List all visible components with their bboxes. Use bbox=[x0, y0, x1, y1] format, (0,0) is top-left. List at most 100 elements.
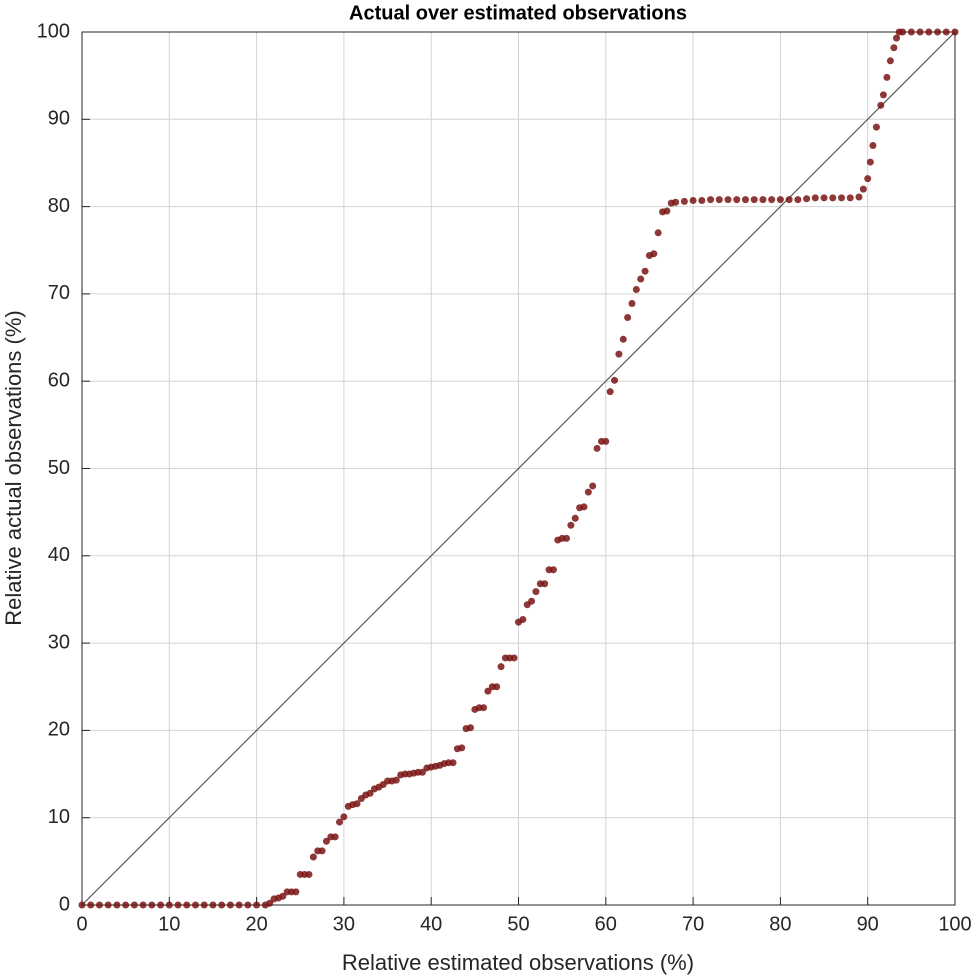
point bbox=[541, 580, 549, 588]
point bbox=[292, 888, 300, 896]
point bbox=[78, 901, 86, 909]
point bbox=[925, 28, 933, 36]
point bbox=[899, 28, 907, 36]
point bbox=[200, 901, 208, 909]
point bbox=[480, 704, 488, 712]
point bbox=[148, 901, 156, 909]
x-tick-label: 40 bbox=[420, 913, 442, 935]
y-tick-label: 20 bbox=[48, 719, 70, 741]
point bbox=[893, 34, 901, 42]
point bbox=[318, 847, 326, 855]
reference-line bbox=[81, 31, 956, 906]
y-axis-label: Relative actual observations (%) bbox=[1, 310, 26, 625]
x-tick-label: 60 bbox=[595, 913, 617, 935]
y-tick-label: 30 bbox=[48, 631, 70, 653]
point bbox=[309, 853, 317, 861]
point bbox=[253, 901, 261, 909]
point bbox=[628, 300, 636, 308]
point bbox=[497, 663, 505, 671]
point bbox=[650, 250, 658, 258]
point bbox=[886, 57, 894, 65]
point bbox=[165, 901, 173, 909]
point bbox=[811, 194, 819, 202]
point bbox=[803, 195, 811, 203]
point bbox=[510, 654, 518, 662]
point bbox=[493, 683, 501, 691]
y-tick-label: 0 bbox=[59, 893, 70, 915]
point bbox=[883, 73, 891, 81]
point bbox=[353, 800, 361, 808]
point bbox=[584, 488, 592, 496]
point bbox=[934, 28, 942, 36]
point bbox=[366, 789, 374, 797]
point bbox=[750, 196, 758, 204]
x-tick-label: 30 bbox=[333, 913, 355, 935]
point bbox=[724, 196, 732, 204]
point bbox=[484, 687, 492, 695]
point bbox=[266, 899, 274, 907]
point bbox=[567, 521, 575, 529]
point bbox=[820, 194, 828, 202]
point bbox=[218, 901, 226, 909]
point bbox=[122, 901, 130, 909]
point bbox=[139, 901, 147, 909]
point bbox=[776, 196, 784, 204]
point bbox=[571, 514, 579, 522]
chart-title: Actual over estimated observations bbox=[349, 2, 687, 24]
point bbox=[183, 901, 191, 909]
y-tick-label: 100 bbox=[37, 20, 70, 42]
point bbox=[866, 158, 874, 166]
y-tick-label: 50 bbox=[48, 457, 70, 479]
point bbox=[838, 194, 846, 202]
point bbox=[563, 534, 571, 542]
point bbox=[104, 901, 112, 909]
point bbox=[593, 444, 601, 452]
point bbox=[707, 196, 715, 204]
point bbox=[794, 196, 802, 204]
point bbox=[244, 901, 252, 909]
point bbox=[877, 101, 885, 109]
point bbox=[87, 901, 95, 909]
y-tick-label: 90 bbox=[48, 108, 70, 130]
point bbox=[340, 813, 348, 821]
point bbox=[458, 744, 466, 752]
point bbox=[336, 818, 344, 826]
point bbox=[519, 616, 527, 624]
point bbox=[680, 197, 688, 205]
y-tick-label: 70 bbox=[48, 282, 70, 304]
point bbox=[580, 503, 588, 511]
point bbox=[602, 437, 610, 445]
point bbox=[191, 901, 199, 909]
point bbox=[392, 776, 400, 784]
point bbox=[785, 196, 793, 204]
point bbox=[174, 901, 182, 909]
point bbox=[624, 313, 632, 321]
point bbox=[235, 901, 243, 909]
point bbox=[907, 28, 915, 36]
point bbox=[611, 376, 619, 384]
point bbox=[619, 335, 627, 343]
point bbox=[951, 28, 959, 36]
point bbox=[226, 901, 234, 909]
x-tick-label: 10 bbox=[158, 913, 180, 935]
point bbox=[532, 588, 540, 596]
point bbox=[157, 901, 165, 909]
point bbox=[305, 870, 313, 878]
point bbox=[872, 123, 880, 131]
point bbox=[606, 388, 614, 396]
point bbox=[331, 833, 339, 841]
point bbox=[672, 198, 680, 206]
y-tick-label: 10 bbox=[48, 806, 70, 828]
point bbox=[864, 175, 872, 183]
point bbox=[829, 194, 837, 202]
point bbox=[279, 892, 287, 900]
point bbox=[209, 901, 217, 909]
point bbox=[528, 597, 536, 605]
point bbox=[698, 196, 706, 204]
x-axis-label: Relative estimated observations (%) bbox=[342, 950, 694, 975]
point bbox=[768, 196, 776, 204]
point bbox=[95, 901, 103, 909]
y-tick-label: 80 bbox=[48, 195, 70, 217]
point bbox=[615, 350, 623, 358]
